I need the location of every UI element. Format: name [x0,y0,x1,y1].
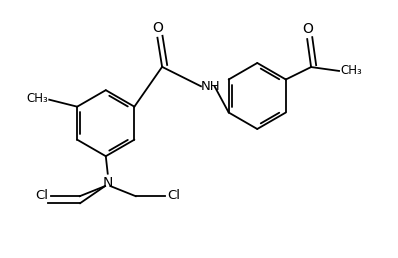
Text: O: O [152,21,163,35]
Text: NH: NH [201,80,220,93]
Text: Cl: Cl [167,189,180,202]
Text: N: N [103,176,113,190]
Text: Cl: Cl [36,189,49,202]
Text: O: O [302,22,313,36]
Text: CH₃: CH₃ [26,92,48,106]
Text: CH₃: CH₃ [341,64,362,77]
